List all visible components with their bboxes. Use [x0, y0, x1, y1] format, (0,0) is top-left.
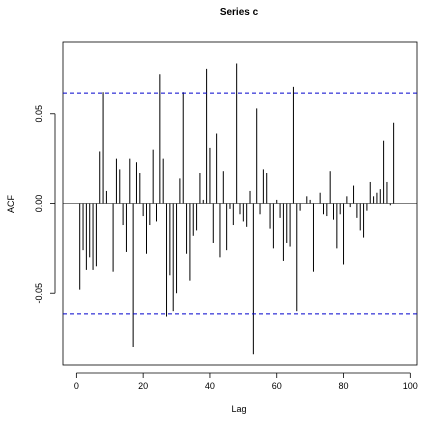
x-tick-label: 20 [138, 381, 148, 391]
y-tick-label: 0.05 [34, 105, 44, 123]
y-tick-label: 0.00 [34, 195, 44, 213]
y-axis-label: ACF [6, 194, 16, 213]
x-axis-label: Lag [231, 404, 246, 414]
x-tick-label: 40 [205, 381, 215, 391]
x-axis: 0 20 40 60 80 100 [74, 372, 418, 391]
y-tick-label: -0.05 [34, 283, 44, 304]
x-tick-label: 100 [403, 381, 418, 391]
x-tick-label: 0 [74, 381, 79, 391]
x-tick-label: 60 [272, 381, 282, 391]
chart-title: Series c [220, 7, 259, 18]
confidence-bounds [63, 92, 417, 315]
acf-bars [79, 63, 395, 355]
x-tick-label: 80 [339, 381, 349, 391]
y-axis: -0.05 0.00 0.05 [34, 105, 56, 304]
